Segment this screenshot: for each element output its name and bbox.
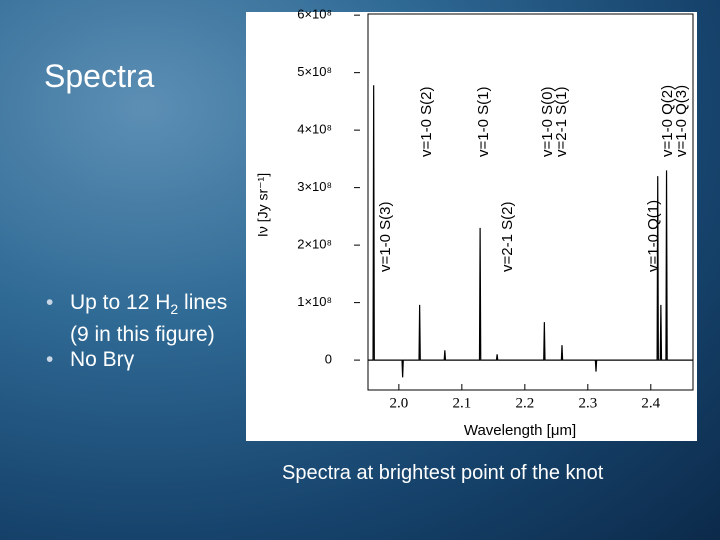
y-tick-label: 6×10⁸ xyxy=(297,7,332,22)
y-tick-label: 1×10⁸ xyxy=(297,294,332,309)
x-tick-label: 2.1 xyxy=(452,395,471,411)
x-tick-label: 2.4 xyxy=(641,395,660,411)
line-annotation: v=1-0 S(1) xyxy=(475,87,492,157)
line-annotation: v=1-0 S(3) xyxy=(377,202,394,272)
line-annotation: v=2-1 S(1) xyxy=(553,87,570,157)
line-annotation: v=2-1 S(2) xyxy=(499,202,516,272)
bullet-text: lines (9 in this figure) xyxy=(70,291,228,347)
subscript: 2 xyxy=(170,301,179,318)
y-axis-title: Iν [Jy sr⁻¹] xyxy=(255,173,271,237)
caption: Spectra at brightest point of the knot xyxy=(282,462,604,484)
y-tick-label: 0 xyxy=(325,352,332,367)
chart-background xyxy=(246,12,697,441)
spectrum-line xyxy=(368,85,693,378)
bullet-text: γ xyxy=(123,348,135,372)
bullet: No Brγ xyxy=(46,347,250,372)
x-tick-label: 2.0 xyxy=(389,395,408,411)
line-annotation: v=1-0 Q(2) xyxy=(659,85,676,157)
bullet-list: Up to 12 H2 lines (9 in this figure) No … xyxy=(44,290,250,372)
x-tick-label: 2.3 xyxy=(578,395,597,411)
bullet-text: No Br xyxy=(70,348,124,372)
y-tick-label: 4×10⁸ xyxy=(297,122,332,137)
line-annotation: v=1-0 Q(3) xyxy=(673,85,690,157)
plot-frame xyxy=(367,13,694,391)
line-annotation: v=1-0 S(0) xyxy=(539,87,556,157)
bullet: Up to 12 H2 lines (9 in this figure) xyxy=(46,290,250,347)
x-tick-label: 2.2 xyxy=(515,395,534,411)
bullet-text: Up to 12 H xyxy=(70,291,171,314)
y-tick-label: 5×10⁸ xyxy=(297,64,332,79)
line-annotation: v=1-0 Q(1) xyxy=(645,200,662,272)
y-tick-label: 2×10⁸ xyxy=(297,237,332,252)
y-tick-label: 3×10⁸ xyxy=(297,179,332,194)
slide-title: Spectra xyxy=(44,58,155,94)
x-axis-title: Wavelength [μm] xyxy=(464,422,576,439)
line-annotation: v=1-0 S(2) xyxy=(418,87,435,157)
